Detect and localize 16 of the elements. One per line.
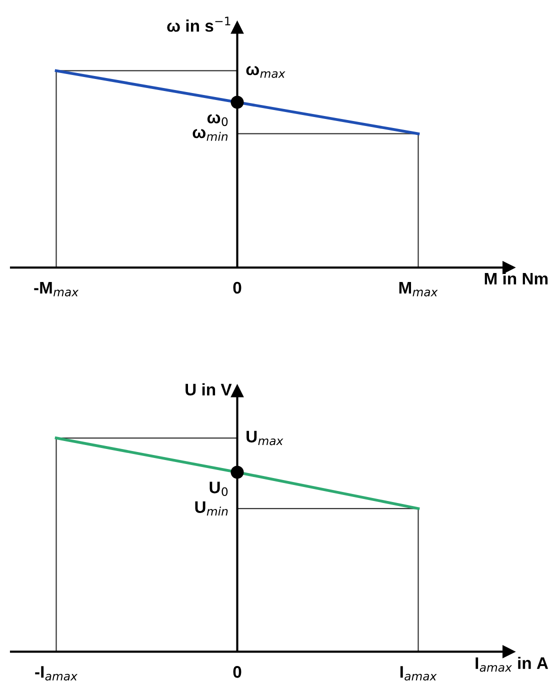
x-tick-label: -M$_{max}$ bbox=[34, 282, 79, 296]
x-tick-label: 0 bbox=[233, 666, 242, 678]
x-tick-label: -I$_{amax}$ bbox=[35, 666, 78, 681]
annotation: ω$_{min}$ bbox=[192, 129, 228, 141]
x-tick-label: 0 bbox=[233, 282, 242, 294]
annotation: U$_{0}$ bbox=[210, 482, 228, 496]
annotation: U$_{max}$ bbox=[246, 430, 284, 446]
x-tick-label: M$_{max}$ bbox=[399, 282, 438, 296]
x-axis-title: I$_{amax}$ in A bbox=[476, 656, 548, 672]
y-axis-title: ω in s$^{−1}$ bbox=[167, 16, 230, 32]
x-tick-label: I$_{amax}$ bbox=[400, 666, 437, 681]
annotation: ω$_{max}$ bbox=[246, 66, 286, 78]
annotation: ω$_{0}$ bbox=[207, 114, 228, 126]
x-axis-title: M in Nm bbox=[484, 272, 548, 284]
y-axis-title: U in V bbox=[186, 383, 232, 396]
annotation: U$_{min}$ bbox=[195, 501, 228, 516]
